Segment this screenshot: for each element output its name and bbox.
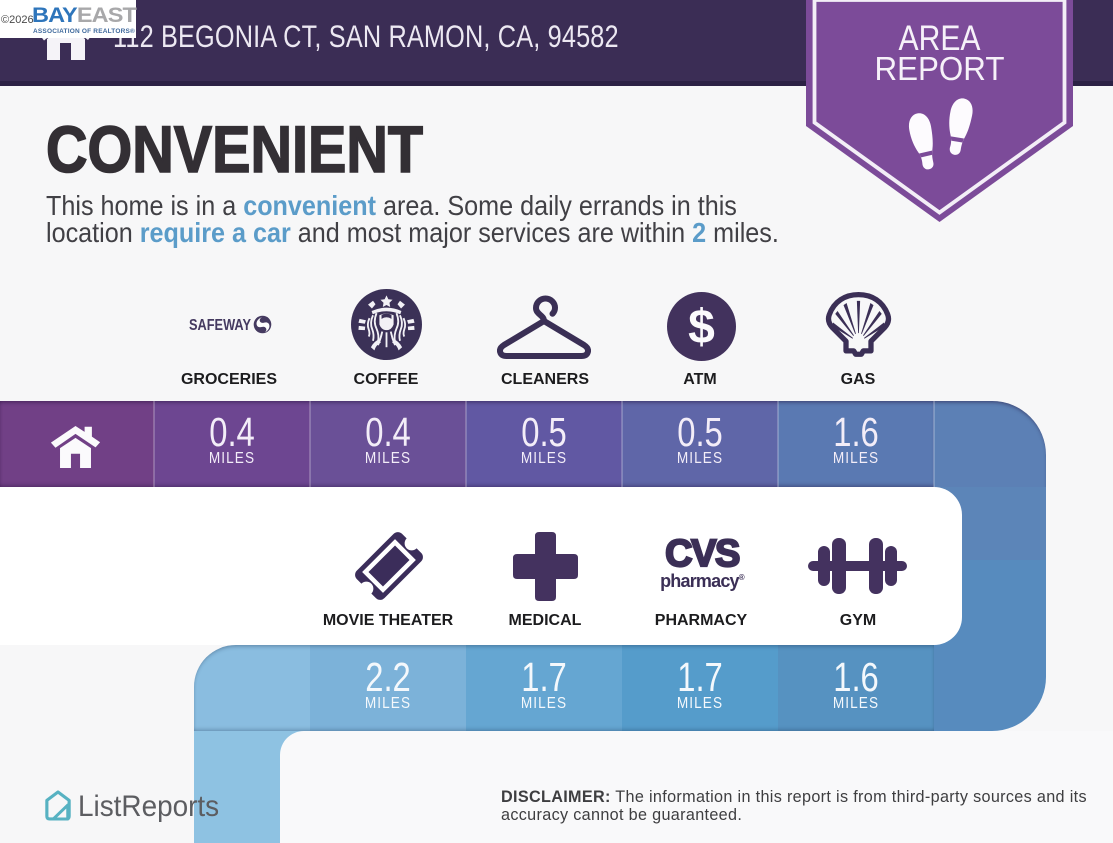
svg-text:SAFEWAY: SAFEWAY (189, 317, 252, 334)
svg-text:AREA: AREA (899, 19, 982, 58)
svg-text:REPORT: REPORT (875, 51, 1005, 88)
svg-text:$: $ (688, 301, 715, 354)
